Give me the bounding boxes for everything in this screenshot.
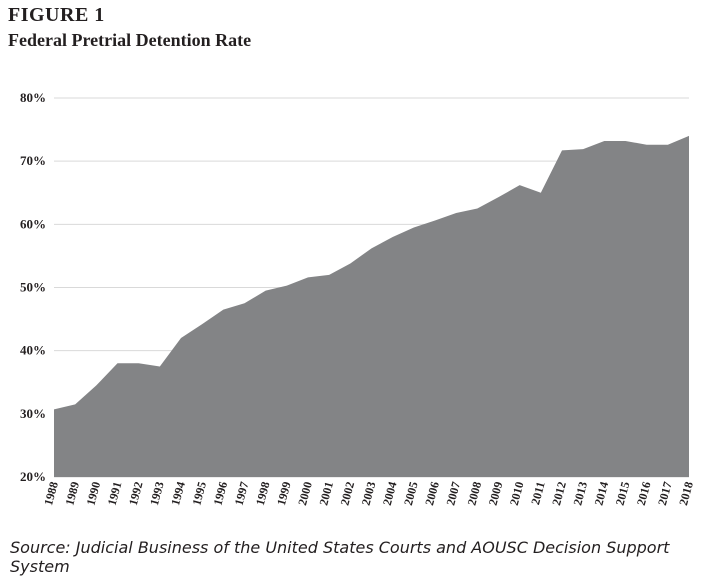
y-axis-ticks: 80% 70% 60% 50% 40% 30% 20%	[20, 90, 46, 484]
x-tick-label: 2013	[570, 480, 590, 507]
x-tick-label: 2003	[359, 480, 379, 507]
x-tick-label: 1989	[62, 480, 82, 507]
x-tick-label: 2018	[676, 480, 696, 507]
y-tick-label: 80%	[20, 90, 46, 105]
x-tick-label: 2008	[464, 480, 484, 507]
source-note: Source: Judicial Business of the United …	[10, 538, 670, 576]
y-tick-label: 20%	[20, 469, 46, 484]
x-tick-label: 1998	[253, 480, 273, 507]
y-tick-label: 30%	[20, 406, 46, 421]
y-tick-label: 60%	[20, 216, 46, 231]
x-tick-label: 2000	[295, 480, 315, 507]
x-tick-label: 1991	[105, 480, 125, 507]
detention-rate-area	[54, 135, 689, 477]
x-tick-label: 2004	[380, 480, 400, 507]
x-tick-label: 1992	[126, 480, 146, 507]
x-tick-label: 2014	[591, 480, 611, 507]
x-tick-label: 1990	[83, 480, 103, 507]
x-tick-label: 2002	[337, 480, 357, 507]
x-tick-label: 2001	[316, 480, 336, 507]
x-axis-ticks: 1988 1989 1990 1991 1992 1993 1994 1995 1996 1997…	[41, 480, 696, 507]
y-tick-label: 70%	[20, 153, 46, 168]
chart-title: Federal Pretrial Detention Rate	[8, 30, 252, 50]
y-tick-label: 50%	[20, 280, 46, 295]
x-tick-label: 1988	[41, 480, 61, 507]
y-tick-label: 40%	[20, 343, 46, 358]
x-tick-label: 1995	[189, 480, 209, 507]
x-tick-label: 1999	[274, 480, 294, 507]
x-tick-label: 2007	[443, 480, 463, 507]
x-tick-label: 1997	[232, 480, 252, 507]
area-series	[54, 135, 689, 477]
x-tick-label: 1994	[168, 480, 188, 507]
x-tick-label: 2016	[634, 480, 654, 507]
x-tick-label: 2017	[655, 480, 675, 507]
x-tick-label: 2009	[486, 480, 506, 507]
x-tick-label: 1996	[210, 480, 230, 507]
figure-label: FIGURE 1	[8, 4, 105, 26]
area-chart: 80%70%60%50%40%30%20% 1988 1989 1990 1991 19…	[20, 90, 696, 507]
x-tick-label: 2010	[507, 480, 527, 507]
x-tick-label: 2005	[401, 480, 421, 507]
x-tick-label: 2015	[613, 480, 633, 507]
x-tick-label: 2006	[422, 480, 442, 507]
x-tick-label: 2012	[549, 480, 569, 507]
x-tick-label: 2011	[528, 480, 548, 506]
x-tick-label: 1993	[147, 480, 167, 507]
